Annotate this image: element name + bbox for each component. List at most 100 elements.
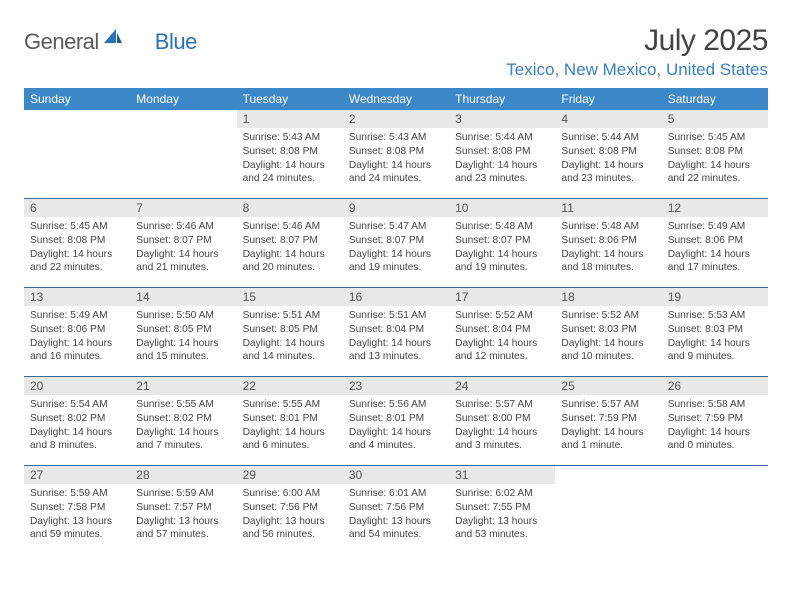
- sunset-text: Sunset: 8:08 PM: [243, 145, 337, 159]
- day-content: Sunrise: 5:53 AMSunset: 8:03 PMDaylight:…: [662, 306, 768, 367]
- daylight-text: Daylight: 14 hours and 7 minutes.: [136, 426, 230, 454]
- daylight-text: Daylight: 14 hours and 17 minutes.: [668, 248, 762, 276]
- daylight-text: Daylight: 14 hours and 24 minutes.: [243, 159, 337, 187]
- sunset-text: Sunset: 8:07 PM: [136, 234, 230, 248]
- day-cell: 31Sunrise: 6:02 AMSunset: 7:55 PMDayligh…: [449, 466, 555, 554]
- sunrise-text: Sunrise: 5:53 AM: [668, 309, 762, 323]
- title-block: July 2025 Texico, New Mexico, United Sta…: [506, 24, 768, 80]
- sunrise-text: Sunrise: 5:45 AM: [30, 220, 124, 234]
- sunset-text: Sunset: 8:06 PM: [30, 323, 124, 337]
- sunset-text: Sunset: 7:59 PM: [668, 412, 762, 426]
- daylight-text: Daylight: 14 hours and 0 minutes.: [668, 426, 762, 454]
- day-cell: 15Sunrise: 5:51 AMSunset: 8:05 PMDayligh…: [237, 288, 343, 376]
- sunrise-text: Sunrise: 5:48 AM: [561, 220, 655, 234]
- day-number: 8: [237, 199, 343, 217]
- sunset-text: Sunset: 8:04 PM: [349, 323, 443, 337]
- day-content: Sunrise: 5:52 AMSunset: 8:03 PMDaylight:…: [555, 306, 661, 367]
- day-number: 10: [449, 199, 555, 217]
- sunset-text: Sunset: 8:00 PM: [455, 412, 549, 426]
- logo-text-general: General: [24, 29, 99, 55]
- daylight-text: Daylight: 13 hours and 59 minutes.: [30, 515, 124, 543]
- sunrise-text: Sunrise: 5:54 AM: [30, 398, 124, 412]
- day-number: 24: [449, 377, 555, 395]
- day-content: Sunrise: 5:55 AMSunset: 8:01 PMDaylight:…: [237, 395, 343, 456]
- day-number: 27: [24, 466, 130, 484]
- daylight-text: Daylight: 13 hours and 54 minutes.: [349, 515, 443, 543]
- day-cell: 16Sunrise: 5:51 AMSunset: 8:04 PMDayligh…: [343, 288, 449, 376]
- sunset-text: Sunset: 8:03 PM: [561, 323, 655, 337]
- sunset-text: Sunset: 8:05 PM: [136, 323, 230, 337]
- sunset-text: Sunset: 8:02 PM: [136, 412, 230, 426]
- day-content: Sunrise: 5:46 AMSunset: 8:07 PMDaylight:…: [237, 217, 343, 278]
- sunset-text: Sunset: 8:05 PM: [243, 323, 337, 337]
- weekday-header: Tuesday: [237, 88, 343, 110]
- day-number: [24, 110, 130, 128]
- day-number: [130, 110, 236, 128]
- day-cell: 2Sunrise: 5:43 AMSunset: 8:08 PMDaylight…: [343, 110, 449, 198]
- day-number: 28: [130, 466, 236, 484]
- day-content: Sunrise: 5:59 AMSunset: 7:57 PMDaylight:…: [130, 484, 236, 545]
- sunset-text: Sunset: 8:03 PM: [668, 323, 762, 337]
- day-number: 9: [343, 199, 449, 217]
- day-cell: 1Sunrise: 5:43 AMSunset: 8:08 PMDaylight…: [237, 110, 343, 198]
- day-number: [555, 466, 661, 484]
- daylight-text: Daylight: 14 hours and 19 minutes.: [349, 248, 443, 276]
- logo-sail-icon: [103, 28, 123, 49]
- day-content: Sunrise: 6:01 AMSunset: 7:56 PMDaylight:…: [343, 484, 449, 545]
- day-content: Sunrise: 5:46 AMSunset: 8:07 PMDaylight:…: [130, 217, 236, 278]
- day-content: Sunrise: 5:47 AMSunset: 8:07 PMDaylight:…: [343, 217, 449, 278]
- sunset-text: Sunset: 8:01 PM: [243, 412, 337, 426]
- daylight-text: Daylight: 14 hours and 10 minutes.: [561, 337, 655, 365]
- sunset-text: Sunset: 8:07 PM: [349, 234, 443, 248]
- day-cell: 3Sunrise: 5:44 AMSunset: 8:08 PMDaylight…: [449, 110, 555, 198]
- sunrise-text: Sunrise: 5:46 AM: [136, 220, 230, 234]
- week-row: 6Sunrise: 5:45 AMSunset: 8:08 PMDaylight…: [24, 198, 768, 287]
- day-content: Sunrise: 5:58 AMSunset: 7:59 PMDaylight:…: [662, 395, 768, 456]
- sunrise-text: Sunrise: 5:48 AM: [455, 220, 549, 234]
- day-number: 12: [662, 199, 768, 217]
- day-number: 26: [662, 377, 768, 395]
- weekday-header: Saturday: [662, 88, 768, 110]
- day-number: 11: [555, 199, 661, 217]
- daylight-text: Daylight: 14 hours and 12 minutes.: [455, 337, 549, 365]
- day-content: Sunrise: 5:59 AMSunset: 7:58 PMDaylight:…: [24, 484, 130, 545]
- sunset-text: Sunset: 7:56 PM: [349, 501, 443, 515]
- daylight-text: Daylight: 14 hours and 14 minutes.: [243, 337, 337, 365]
- weekday-header-row: Sunday Monday Tuesday Wednesday Thursday…: [24, 88, 768, 110]
- daylight-text: Daylight: 13 hours and 57 minutes.: [136, 515, 230, 543]
- sunset-text: Sunset: 8:04 PM: [455, 323, 549, 337]
- sunrise-text: Sunrise: 5:59 AM: [30, 487, 124, 501]
- sunset-text: Sunset: 8:08 PM: [455, 145, 549, 159]
- day-cell: 30Sunrise: 6:01 AMSunset: 7:56 PMDayligh…: [343, 466, 449, 554]
- sunrise-text: Sunrise: 6:00 AM: [243, 487, 337, 501]
- sunset-text: Sunset: 8:02 PM: [30, 412, 124, 426]
- location-text: Texico, New Mexico, United States: [506, 60, 768, 80]
- logo-text-blue: Blue: [155, 29, 197, 55]
- day-cell: 22Sunrise: 5:55 AMSunset: 8:01 PMDayligh…: [237, 377, 343, 465]
- daylight-text: Daylight: 14 hours and 13 minutes.: [349, 337, 443, 365]
- day-cell: [24, 110, 130, 198]
- sunrise-text: Sunrise: 5:51 AM: [349, 309, 443, 323]
- day-cell: 4Sunrise: 5:44 AMSunset: 8:08 PMDaylight…: [555, 110, 661, 198]
- day-cell: 24Sunrise: 5:57 AMSunset: 8:00 PMDayligh…: [449, 377, 555, 465]
- day-content: Sunrise: 5:51 AMSunset: 8:05 PMDaylight:…: [237, 306, 343, 367]
- daylight-text: Daylight: 14 hours and 23 minutes.: [455, 159, 549, 187]
- sunrise-text: Sunrise: 5:51 AM: [243, 309, 337, 323]
- daylight-text: Daylight: 14 hours and 24 minutes.: [349, 159, 443, 187]
- daylight-text: Daylight: 14 hours and 3 minutes.: [455, 426, 549, 454]
- daylight-text: Daylight: 14 hours and 15 minutes.: [136, 337, 230, 365]
- day-cell: 21Sunrise: 5:55 AMSunset: 8:02 PMDayligh…: [130, 377, 236, 465]
- day-number: 7: [130, 199, 236, 217]
- sunset-text: Sunset: 8:08 PM: [561, 145, 655, 159]
- day-content: Sunrise: 5:51 AMSunset: 8:04 PMDaylight:…: [343, 306, 449, 367]
- day-cell: [555, 466, 661, 554]
- week-row: 27Sunrise: 5:59 AMSunset: 7:58 PMDayligh…: [24, 465, 768, 554]
- day-content: Sunrise: 5:57 AMSunset: 7:59 PMDaylight:…: [555, 395, 661, 456]
- day-number: 15: [237, 288, 343, 306]
- daylight-text: Daylight: 14 hours and 18 minutes.: [561, 248, 655, 276]
- day-number: 6: [24, 199, 130, 217]
- day-content: Sunrise: 5:50 AMSunset: 8:05 PMDaylight:…: [130, 306, 236, 367]
- day-cell: 29Sunrise: 6:00 AMSunset: 7:56 PMDayligh…: [237, 466, 343, 554]
- sunrise-text: Sunrise: 5:43 AM: [349, 131, 443, 145]
- day-content: Sunrise: 5:56 AMSunset: 8:01 PMDaylight:…: [343, 395, 449, 456]
